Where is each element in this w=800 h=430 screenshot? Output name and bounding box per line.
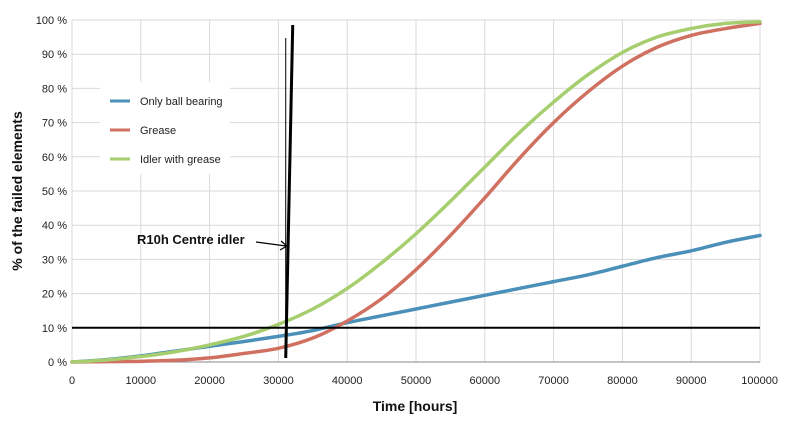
series-layer — [70, 19, 762, 364]
x-tick-label: 60000 — [470, 375, 501, 387]
x-tick-label: 20000 — [194, 375, 225, 387]
y-tick-label: 40 % — [42, 220, 67, 232]
x-tick-label: 10000 — [126, 375, 157, 387]
x-tick-label: 90000 — [676, 375, 707, 387]
series-line — [70, 21, 762, 364]
y-tick-label: 100 % — [36, 15, 67, 27]
y-tick-label: 90 % — [42, 49, 67, 61]
x-tick-label: 50000 — [401, 375, 432, 387]
legend-label: Only ball bearing — [140, 96, 223, 108]
y-tick-label: 30 % — [42, 254, 67, 266]
y-tick-label: 50 % — [42, 186, 67, 198]
vertical-marker-line — [284, 24, 295, 359]
x-tick-label: 0 — [69, 375, 75, 387]
y-axis-title: % of the failed elements — [9, 111, 25, 271]
y-tick-label: 10 % — [42, 323, 67, 335]
x-axis-ticks: 0 10000 20000 30000 40000 50000 60000 70000 8000… — [69, 375, 778, 387]
legend: Only ball bearing Grease Idler with grease — [100, 82, 230, 174]
y-tick-label: 80 % — [42, 83, 67, 95]
x-tick-label: 80000 — [607, 375, 638, 387]
x-tick-label: 100000 — [741, 375, 778, 387]
annotation-label: R10h Centre idler — [137, 232, 245, 247]
series-line — [70, 19, 762, 364]
y-tick-label: 20 % — [42, 289, 67, 301]
legend-label: Idler with grease — [140, 154, 221, 166]
x-tick-label: 40000 — [332, 375, 363, 387]
grid — [71, 19, 761, 363]
annotation-arrowhead — [279, 240, 289, 251]
x-tick-label: 30000 — [263, 375, 294, 387]
y-tick-label: 70 % — [42, 118, 67, 130]
legend-label: Grease — [140, 125, 176, 137]
annotation-arrow-shaft — [255, 241, 287, 247]
y-axis-ticks: 0 % 10 % 20 % 30 % 40 % 50 % 60 % 70 % 80 % 90 % 1… — [36, 15, 67, 369]
x-tick-label: 70000 — [538, 375, 569, 387]
x-axis-title: Time [hours] — [373, 398, 458, 414]
y-tick-label: 60 % — [42, 152, 67, 164]
y-tick-label: 0 % — [48, 357, 67, 369]
